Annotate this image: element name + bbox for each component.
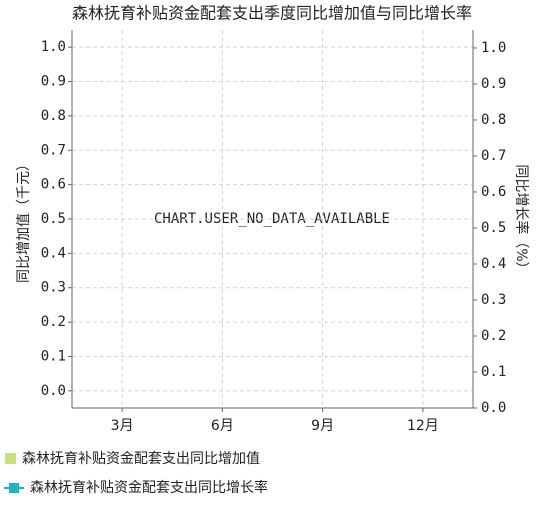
x-tick-label: 6月	[211, 418, 234, 434]
y2-tick-label: 0.3	[481, 292, 506, 308]
y-tick-label: 0.3	[41, 280, 66, 296]
y2-tick-label: 0.0	[481, 400, 506, 416]
y-tick-label: 1.0	[41, 39, 66, 55]
legend-swatch	[5, 453, 16, 464]
y2-tick-label: 0.8	[481, 112, 506, 128]
y2-tick-label: 0.9	[481, 76, 506, 92]
y2-tick-label: 0.5	[481, 220, 506, 236]
y-tick-label: 0.5	[41, 211, 66, 227]
x-tick-label: 9月	[311, 418, 334, 434]
x-tick-label: 3月	[111, 418, 134, 434]
y-tick-label: 0.2	[41, 314, 66, 330]
y2-tick-label: 0.2	[481, 328, 506, 344]
x-tick-label: 12月	[407, 418, 439, 434]
chart-title: 森林抚育补贴资金配套支出季度同比增加值与同比增长率	[72, 4, 472, 23]
y-tick-label: 0.0	[41, 383, 66, 399]
legend-label: 森林抚育补贴资金配套支出同比增加值	[22, 451, 260, 467]
y2-axis-label: 同比增长率（%）	[513, 164, 530, 275]
y2-tick-label: 0.1	[481, 364, 506, 380]
y2-tick-label: 0.7	[481, 148, 506, 164]
y-tick-label: 0.8	[41, 108, 66, 124]
legend-swatch	[9, 483, 19, 493]
y2-tick-label: 0.4	[481, 256, 506, 272]
y-tick-label: 0.7	[41, 142, 66, 158]
y-tick-label: 0.1	[41, 348, 66, 364]
y-tick-label: 0.9	[41, 74, 66, 90]
y-tick-label: 0.6	[41, 177, 66, 193]
y2-tick-label: 0.6	[481, 184, 506, 200]
legend-label: 森林抚育补贴资金配套支出同比增长率	[30, 479, 268, 496]
y-axis-label: 同比增加值（千元）	[16, 157, 32, 283]
y-tick-label: 0.4	[41, 245, 66, 261]
y2-tick-label: 1.0	[481, 40, 506, 56]
